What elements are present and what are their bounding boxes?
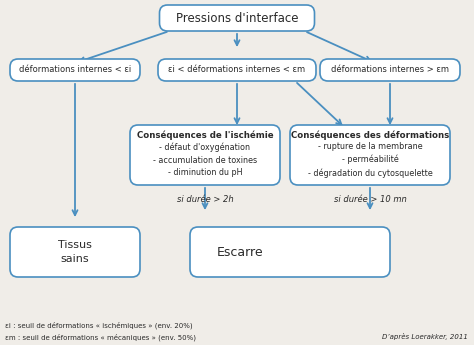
- Text: Pressions d'interface: Pressions d'interface: [176, 11, 298, 24]
- FancyBboxPatch shape: [290, 125, 450, 185]
- FancyBboxPatch shape: [320, 59, 460, 81]
- FancyBboxPatch shape: [159, 5, 315, 31]
- FancyBboxPatch shape: [130, 125, 280, 185]
- Text: - rupture de la membrane
- perméabilité
- dégradation du cytosquelette: - rupture de la membrane - perméabilité …: [308, 142, 432, 178]
- FancyBboxPatch shape: [10, 227, 140, 277]
- Text: si durée > 10 mn: si durée > 10 mn: [334, 196, 406, 205]
- Text: εi < déformations internes < εm: εi < déformations internes < εm: [168, 66, 306, 75]
- Text: Tissus
sains: Tissus sains: [58, 240, 92, 264]
- FancyBboxPatch shape: [10, 59, 140, 81]
- Text: Escarre: Escarre: [217, 246, 264, 258]
- Text: D’après Loerakker, 2011: D’après Loerakker, 2011: [382, 334, 468, 341]
- Text: Conséquences de l'ischémie: Conséquences de l'ischémie: [137, 130, 273, 140]
- FancyBboxPatch shape: [190, 227, 390, 277]
- Text: déformations internes < εi: déformations internes < εi: [19, 66, 131, 75]
- Text: - défaut d'oxygénation
- accumulation de toxines
- diminution du pH: - défaut d'oxygénation - accumulation de…: [153, 143, 257, 177]
- Text: Conséquences des déformations: Conséquences des déformations: [291, 130, 449, 140]
- Text: εm : seuil de déformations « mécaniques » (env. 50%): εm : seuil de déformations « mécaniques …: [5, 333, 196, 341]
- Text: εi : seuil de déformations « ischémiques » (env. 20%): εi : seuil de déformations « ischémiques…: [5, 321, 192, 329]
- Text: déformations internes > εm: déformations internes > εm: [331, 66, 449, 75]
- FancyBboxPatch shape: [158, 59, 316, 81]
- Text: si durée > 2h: si durée > 2h: [177, 196, 233, 205]
